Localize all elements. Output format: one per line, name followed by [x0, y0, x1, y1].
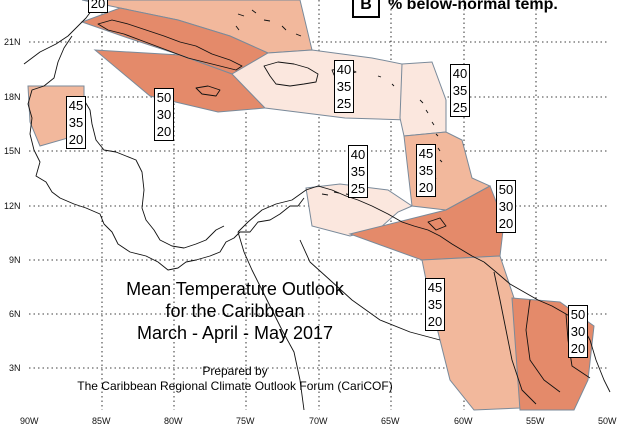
prob-value: 25 [452, 100, 468, 115]
prob-value: 25 [336, 96, 352, 111]
prob-value: 50 [156, 90, 172, 105]
prob-value: 20 [418, 180, 434, 195]
prob-value: 25 [350, 181, 366, 196]
lat-labels: 21N 18N 15N 12N 9N 6N 3N [4, 37, 21, 373]
lon-label: 85W [92, 416, 111, 426]
lon-label: 50W [598, 416, 617, 426]
prob-value: 45 [427, 280, 443, 295]
prob-value: 45 [68, 98, 84, 113]
prob-box-windward: 45 35 20 [416, 144, 436, 197]
lat-label: 12N [4, 201, 21, 211]
prob-value: 35 [452, 83, 468, 98]
legend: B % below-normal temp. [352, 0, 558, 18]
prob-box-guyana: 45 35 20 [425, 278, 445, 331]
prob-box-bahamas-top: 20 [88, 0, 108, 13]
prob-box-abc-islands: 40 35 25 [348, 145, 368, 198]
credit: Prepared by The Caribbean Regional Clima… [40, 364, 430, 394]
lat-label: 6N [9, 309, 21, 319]
prob-value: 35 [350, 164, 366, 179]
prob-value: 30 [570, 324, 586, 339]
legend-key: B [352, 0, 380, 18]
lat-label: 3N [9, 363, 21, 373]
lat-label: 15N [4, 146, 21, 156]
lat-label: 9N [9, 255, 21, 265]
title-line: Mean Temperature Outlook [126, 279, 344, 299]
prob-value: 50 [498, 182, 514, 197]
prob-value: 40 [452, 66, 468, 81]
map-title: Mean Temperature Outlook for the Caribbe… [90, 278, 380, 344]
title-line: March - April - May 2017 [136, 323, 334, 343]
prob-value: 20 [156, 124, 172, 139]
lon-label: 90W [20, 416, 39, 426]
lon-label: 65W [381, 416, 400, 426]
prob-value: 50 [570, 307, 586, 322]
prob-value: 45 [418, 146, 434, 161]
prob-box-suriname-guiana: 50 30 20 [568, 305, 588, 358]
prob-value: 20 [498, 216, 514, 231]
lon-label: 80W [164, 416, 183, 426]
title-line: for the Caribbean [165, 301, 305, 321]
prob-box-hispaniola-pr: 40 35 25 [334, 60, 354, 113]
prob-value: 40 [350, 147, 366, 162]
lon-label: 70W [309, 416, 328, 426]
prob-value: 35 [68, 115, 84, 130]
lon-labels: 90W 85W 80W 75W 70W 65W 60W 55W 50W [20, 416, 617, 426]
region-leeward-islands [399, 61, 447, 137]
prob-value: 30 [498, 199, 514, 214]
prob-value: 30 [156, 107, 172, 122]
lon-label: 75W [236, 416, 255, 426]
prob-box-trinidad: 50 30 20 [496, 180, 516, 233]
prob-box-leeward: 40 35 25 [450, 64, 470, 117]
legend-text: % below-normal temp. [388, 0, 558, 13]
prob-value: 40 [336, 62, 352, 77]
region-hispaniola-pr [231, 49, 409, 121]
lon-label: 55W [526, 416, 545, 426]
prob-value: 35 [418, 163, 434, 178]
lon-label: 60W [454, 416, 473, 426]
lat-label: 18N [4, 92, 21, 102]
prob-value: 20 [90, 0, 106, 11]
credit-line: The Caribbean Regional Climate Outlook F… [77, 379, 393, 393]
prob-value: 20 [68, 132, 84, 147]
prob-value: 20 [427, 314, 443, 329]
coastlines [23, 9, 611, 411]
credit-line: Prepared by [202, 364, 268, 378]
prob-value: 20 [570, 341, 586, 356]
prob-box-belize: 45 35 20 [66, 96, 86, 149]
prob-box-jamaica: 50 30 20 [154, 88, 174, 141]
forecast-regions [27, 0, 595, 411]
prob-value: 35 [427, 297, 443, 312]
lat-label: 21N [4, 37, 21, 47]
prob-value: 35 [336, 79, 352, 94]
